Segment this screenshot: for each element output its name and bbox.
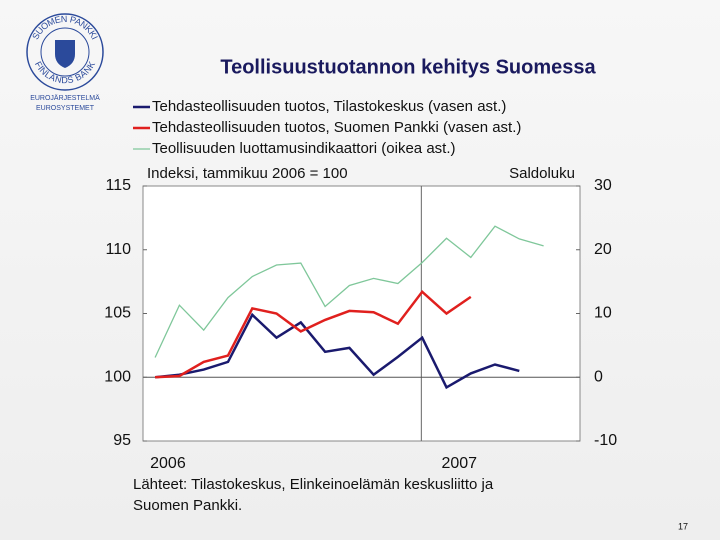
logo-line: EUROJÄRJESTELMÄ (30, 94, 100, 102)
legend-label: Teollisuuden luottamusindikaattori (oike… (152, 140, 456, 157)
y-axis-label: Indeksi, tammikuu 2006 = 100 (147, 165, 348, 182)
y-tick-label: 115 (105, 177, 131, 194)
y-tick-label: 100 (104, 368, 131, 385)
logo-ring (26, 13, 104, 91)
y2-tick-label: 0 (594, 368, 603, 385)
logo-line: EUROSYSTEMET (36, 105, 95, 112)
page-number: 17 (678, 521, 688, 531)
x-tick-label: 2006 (150, 455, 186, 472)
series-line (154, 312, 520, 390)
y2-tick-label: -10 (594, 432, 617, 449)
legend-label: Tehdasteollisuuden tuotos, Tilastokeskus… (152, 98, 506, 115)
logo-inner (40, 27, 90, 77)
y-tick-label: 105 (104, 305, 131, 322)
y2-tick-label: 20 (594, 241, 612, 258)
logo-shield (55, 40, 75, 68)
source: Lähteet: Tilastokeskus, Elinkeinoelämän … (133, 476, 494, 493)
source: Suomen Pankki. (133, 497, 242, 514)
y2-tick-label: 30 (594, 177, 612, 194)
y2-axis-label: Saldoluku (509, 165, 575, 182)
y-tick-label: 95 (113, 432, 131, 449)
plot-area (142, 185, 581, 442)
legend-label: Tehdasteollisuuden tuotos, Suomen Pankki… (152, 119, 521, 136)
x-tick-label: 2007 (441, 455, 477, 472)
series-line (155, 289, 472, 379)
y2-tick-label: 10 (594, 305, 612, 322)
y-tick-label: 110 (105, 241, 131, 258)
chart-title: Teollisuustuotannon kehitys Suomessa (220, 56, 596, 78)
series-line (154, 225, 544, 358)
